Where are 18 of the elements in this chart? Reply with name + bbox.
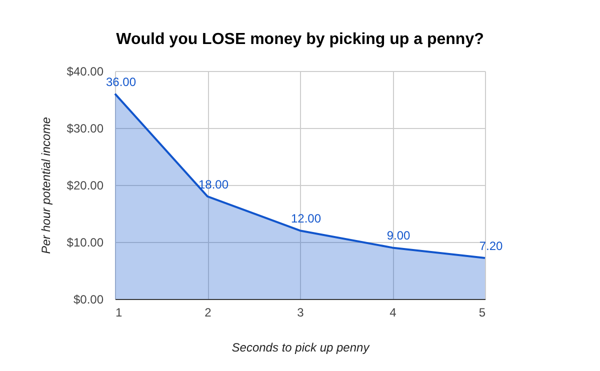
y-tick-label: $0.00: [73, 292, 104, 306]
data-label: 18.00: [198, 177, 229, 192]
data-label: 7.20: [479, 238, 503, 253]
x-tick-label: 2: [204, 306, 212, 320]
data-label: 9.00: [386, 228, 410, 243]
y-tick-label: $30.00: [66, 122, 104, 136]
y-axis-title: Per hour potential income: [38, 116, 53, 254]
chart-title: Would you LOSE money by picking up a penny?: [116, 31, 484, 48]
y-tick-label: $10.00: [66, 236, 104, 250]
x-tick-label: 3: [297, 306, 304, 320]
x-tick-label: 4: [390, 306, 397, 320]
x-tick-label: 1: [116, 306, 122, 320]
x-tick-label: 5: [478, 306, 486, 320]
data-label: 12.00: [290, 212, 322, 226]
y-tick-label: $40.00: [66, 64, 104, 78]
data-label: 36.00: [106, 74, 136, 89]
x-axis-title: Seconds to pick up penny: [232, 340, 370, 354]
y-tick-label: $20.00: [66, 178, 104, 192]
